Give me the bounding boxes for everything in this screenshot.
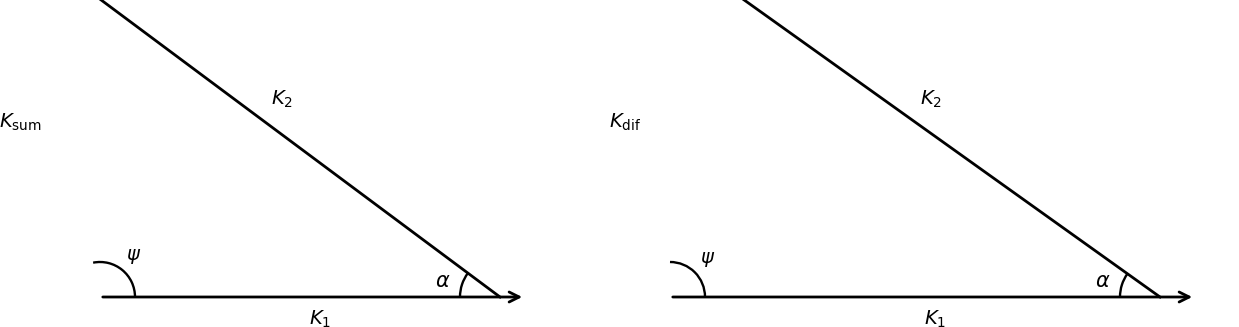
Text: $K_{\mathrm{sum}}$: $K_{\mathrm{sum}}$	[0, 112, 41, 133]
Text: $K_2$: $K_2$	[270, 89, 292, 110]
Text: $K_{\mathrm{dif}}$: $K_{\mathrm{dif}}$	[608, 112, 641, 133]
Text: $\psi$: $\psi$	[126, 247, 141, 266]
Text: $\alpha$: $\alpha$	[1095, 272, 1110, 291]
Text: $K_1$: $K_1$	[309, 308, 331, 327]
Text: $\alpha$: $\alpha$	[435, 272, 451, 291]
Text: $K_1$: $K_1$	[924, 308, 947, 327]
Text: $K_2$: $K_2$	[921, 89, 943, 110]
Text: $\psi$: $\psi$	[700, 250, 715, 269]
